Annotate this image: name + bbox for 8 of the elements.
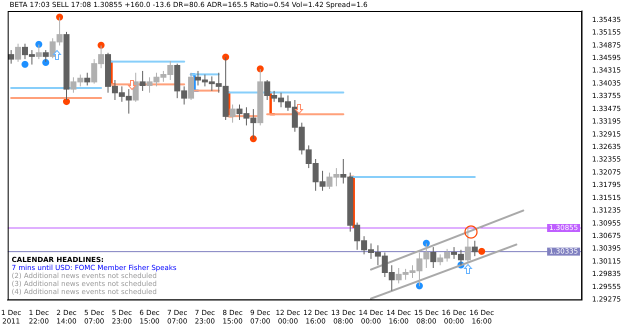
point xyxy=(56,14,64,21)
point xyxy=(222,54,230,61)
point xyxy=(478,248,486,255)
point xyxy=(250,135,257,142)
point xyxy=(422,240,430,247)
point xyxy=(21,60,28,68)
point xyxy=(63,98,70,106)
point xyxy=(42,59,50,66)
